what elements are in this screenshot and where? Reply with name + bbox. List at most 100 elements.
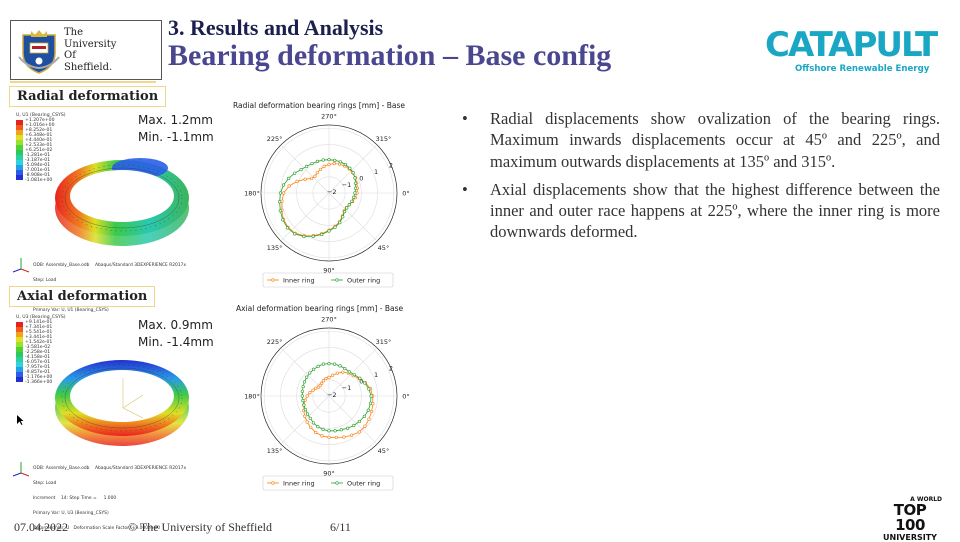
angular-gridline xyxy=(280,395,330,445)
odb-line: Deformed Var: U Deformation Scale Factor… xyxy=(33,526,161,531)
data-point xyxy=(285,226,290,230)
colorbar-band xyxy=(16,125,23,130)
legend-value: +8.252e-01 xyxy=(25,128,53,133)
data-point xyxy=(369,409,374,414)
data-point xyxy=(316,425,320,429)
logo-line: Sheffield. xyxy=(64,61,113,73)
data-point xyxy=(301,384,305,389)
legend-value: -1.366e+00 xyxy=(25,380,53,385)
legend-value: -6.057e-01 xyxy=(25,360,51,365)
data-point xyxy=(320,434,324,438)
data-point xyxy=(300,389,304,393)
legend-label: Inner ring xyxy=(283,479,315,487)
theta-tick-label: 315° xyxy=(376,338,392,346)
colorbar-band xyxy=(16,377,23,382)
mouse-cursor-icon xyxy=(17,415,24,425)
data-point xyxy=(342,435,346,439)
bullet-icon: • xyxy=(462,109,468,128)
legend-box xyxy=(262,272,394,288)
data-point xyxy=(301,399,305,403)
data-point xyxy=(366,408,370,412)
angular-gridline xyxy=(280,144,330,194)
data-point xyxy=(311,388,315,392)
data-point xyxy=(310,176,314,181)
min-value: Min. -1.4mm xyxy=(138,335,214,349)
r-tick-label: 1 xyxy=(374,371,378,379)
data-point xyxy=(324,376,328,381)
data-point xyxy=(333,225,337,229)
data-point xyxy=(281,218,285,222)
theta-tick-label: 0° xyxy=(402,190,409,198)
data-point xyxy=(287,176,291,180)
data-point xyxy=(363,381,367,385)
data-point xyxy=(327,158,331,162)
odb-line: ODB: Assembly_Base.odb Abaqus/Standard 3… xyxy=(33,263,187,268)
r-tick-label: 0 xyxy=(359,378,363,386)
legend-label: Outer ring xyxy=(347,479,380,487)
data-point xyxy=(331,373,335,377)
bullet-list: • Radial displacements show ovalization o… xyxy=(462,108,940,250)
data-point xyxy=(320,381,324,385)
legend-value: +1.542e-01 xyxy=(25,340,53,345)
colorbar-band xyxy=(16,357,23,362)
colorbar xyxy=(16,322,23,385)
badge-line: TOP 100 xyxy=(893,501,927,534)
data-point xyxy=(338,364,342,368)
legend-value: +6.348e-01 xyxy=(25,133,53,138)
legend-value: -4.158e-01 xyxy=(25,355,51,360)
axial-chart-title: Axial deformation bearing rings [mm] - B… xyxy=(236,304,404,313)
legend-title: U, U3 (Bearing_CSYS) xyxy=(16,315,66,320)
legend-value: -7.001e-01 xyxy=(25,168,51,173)
footer-date: 07.04.2022 xyxy=(14,520,68,534)
catapult-subtitle: Offshore Renewable Energy xyxy=(795,64,930,74)
max-value: Max. 0.9mm xyxy=(138,318,213,332)
angular-gridline xyxy=(280,347,330,397)
data-point xyxy=(315,159,320,163)
badge-line: A WORLD xyxy=(910,496,942,503)
angular-gridline xyxy=(328,192,378,242)
colorbar-band xyxy=(16,322,23,327)
data-point xyxy=(318,167,323,172)
legend-value: +3.441e-01 xyxy=(25,335,53,340)
odb-line: Step: Load xyxy=(33,481,57,486)
page-number: 6/11 xyxy=(330,520,351,534)
colorbar-band xyxy=(16,170,23,175)
data-point xyxy=(367,417,371,421)
colorbar-band xyxy=(16,140,23,145)
colorbar-band xyxy=(16,372,23,377)
data-point xyxy=(312,367,316,371)
data-point xyxy=(357,430,361,434)
data-point xyxy=(354,181,358,185)
data-point xyxy=(369,394,373,398)
university-logo: The University Of Sheffield. xyxy=(10,20,162,80)
data-point xyxy=(313,174,317,178)
axial-odb-info: ODB: Assembly_Base.odb Abaqus/Standard 3… xyxy=(33,456,186,536)
axial-deformation-label: Axial deformation xyxy=(9,286,156,307)
data-point xyxy=(309,425,313,430)
data-point xyxy=(348,166,352,170)
data-point xyxy=(327,229,331,233)
data-point xyxy=(295,179,299,183)
data-point xyxy=(310,161,314,166)
data-point xyxy=(305,164,309,168)
data-point xyxy=(343,162,348,167)
odb-line: Increment 14: Step Time = 1.000 xyxy=(33,496,117,501)
data-point xyxy=(327,362,331,366)
data-point xyxy=(358,376,362,380)
data-point xyxy=(308,371,312,375)
logo-line: University xyxy=(64,38,117,50)
axial-contour-legend: U, U3 (Bearing_CSYS) +9.141e-01 +7.341e-0… xyxy=(16,315,66,385)
min-value: Min. -1.1mm xyxy=(138,130,214,144)
colorbar-band xyxy=(16,165,23,170)
axis-triad-icon xyxy=(12,462,30,477)
data-point xyxy=(302,234,306,239)
colorbar-band xyxy=(16,332,23,337)
catapult-logo: CATAPULT Offshore Renewable Energy xyxy=(765,26,938,78)
data-point xyxy=(321,379,326,383)
r-tick-label: 1 xyxy=(374,168,378,176)
catapult-wordmark: CATAPULT xyxy=(765,25,938,65)
data-point xyxy=(314,430,318,435)
theta-tick-label: 270° xyxy=(321,316,337,324)
bullet-item: • Radial displacements show ovalization o… xyxy=(462,108,940,172)
axis-triad-icon xyxy=(12,258,30,273)
